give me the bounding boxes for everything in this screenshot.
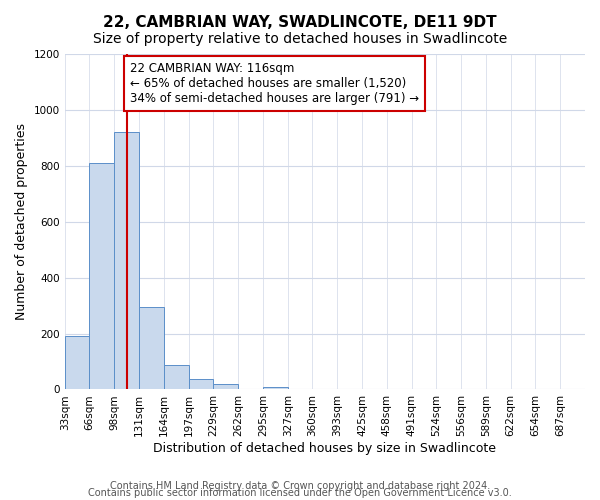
Text: 22, CAMBRIAN WAY, SWADLINCOTE, DE11 9DT: 22, CAMBRIAN WAY, SWADLINCOTE, DE11 9DT — [103, 15, 497, 30]
Text: Size of property relative to detached houses in Swadlincote: Size of property relative to detached ho… — [93, 32, 507, 46]
Bar — [188, 380, 214, 390]
Text: Contains HM Land Registry data © Crown copyright and database right 2024.: Contains HM Land Registry data © Crown c… — [110, 481, 490, 491]
Bar — [164, 365, 188, 390]
Bar — [114, 132, 139, 390]
Bar — [139, 306, 164, 390]
Text: 22 CAMBRIAN WAY: 116sqm
← 65% of detached houses are smaller (1,520)
34% of semi: 22 CAMBRIAN WAY: 116sqm ← 65% of detache… — [130, 62, 419, 106]
Text: Contains public sector information licensed under the Open Government Licence v3: Contains public sector information licen… — [88, 488, 512, 498]
Y-axis label: Number of detached properties: Number of detached properties — [15, 123, 28, 320]
Bar — [263, 386, 287, 390]
Bar — [89, 163, 114, 390]
X-axis label: Distribution of detached houses by size in Swadlincote: Distribution of detached houses by size … — [154, 442, 496, 455]
Bar — [214, 384, 238, 390]
Bar — [65, 336, 89, 390]
